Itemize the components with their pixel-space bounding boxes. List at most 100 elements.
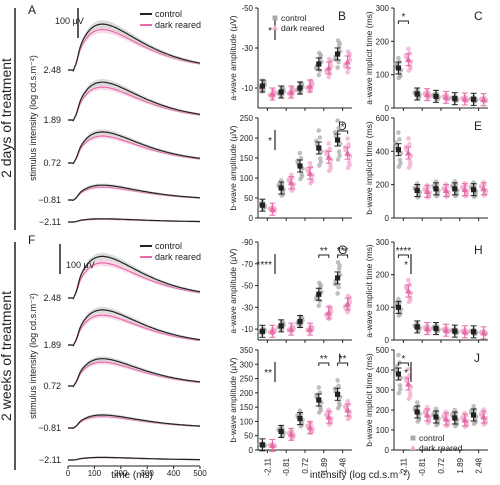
dark-point: [342, 63, 348, 69]
trace-intensity-label: 0.72: [43, 158, 61, 168]
legend-dark-marker: [272, 25, 278, 30]
dark-mean: [288, 88, 295, 95]
trace-intensity-label: 1.89: [43, 340, 61, 350]
control-mean: [471, 96, 477, 102]
dark-point: [478, 411, 484, 417]
control-mean: [471, 329, 477, 335]
control-point: [337, 141, 343, 147]
trace-intensity-label: 2.48: [43, 65, 61, 75]
dark-point: [441, 413, 446, 419]
dark-point: [408, 162, 413, 167]
control-trace-band: [68, 129, 200, 165]
dark-point: [478, 183, 484, 189]
y-tick-label: -30: [241, 44, 253, 53]
dark-point: [288, 172, 294, 178]
control-point: [335, 378, 340, 383]
control-point: [314, 138, 319, 144]
y-tick-label: 0: [249, 446, 254, 455]
control-trace-band: [68, 356, 200, 387]
x-tick-label: -2.11: [399, 457, 408, 475]
waveform-legend-f: control dark reared: [140, 241, 201, 262]
significance-bracket: [337, 130, 349, 134]
control-trace-band: [68, 413, 200, 429]
control-point: [295, 158, 300, 164]
control-mean: [297, 415, 303, 422]
control-point: [335, 118, 340, 123]
y-tick-label: -10: [241, 325, 253, 334]
dark-point: [406, 136, 411, 141]
control-point: [317, 163, 322, 168]
control-point: [398, 386, 403, 392]
x-tick-label: 1.89: [456, 457, 465, 473]
control-mean: [414, 409, 420, 415]
control-mean: [452, 186, 458, 192]
control-point: [337, 40, 342, 46]
y-axis-label: b-wave implicit time (ms): [364, 121, 374, 215]
panel-letter-j: J: [474, 351, 480, 365]
legend-control-marker: [272, 15, 278, 21]
dark-point: [346, 142, 351, 147]
dark-point: [422, 409, 428, 415]
dark-point: [408, 393, 413, 399]
dark-mean: [424, 91, 431, 98]
control-trace-line: [68, 131, 201, 165]
control-mean: [335, 137, 341, 143]
dark-point: [464, 423, 470, 428]
main-effect-stars: *: [404, 368, 408, 379]
scatter-panel-g: -90-70-50-30-10a-wave amplitude (μV) G** *…: [228, 238, 353, 343]
y-tick-label: 0: [385, 336, 390, 345]
control-point: [297, 408, 303, 414]
dark-point: [345, 136, 350, 141]
control-point: [318, 407, 324, 413]
control-mean: [297, 163, 303, 169]
dark-mean: [344, 149, 351, 156]
control-point: [298, 155, 304, 161]
y-tick-label: -10: [241, 84, 253, 93]
y-tick-label: 100: [376, 303, 390, 312]
trace-intensity-label: −2.11: [39, 217, 61, 227]
significance-bracket: [318, 362, 330, 366]
time-tick-label: 300: [141, 469, 155, 478]
control-point: [398, 311, 403, 317]
dark-point: [481, 179, 486, 185]
control-trace-line: [68, 184, 201, 201]
intensity-axis-label: intensity (log cd.s.m⁻²): [310, 470, 410, 481]
significance-stars: *: [401, 354, 405, 365]
y-axis-label: b-wave implicit time (ms): [364, 353, 374, 447]
control-point: [337, 263, 342, 268]
control-mean: [433, 414, 439, 420]
y-tick-label: 500: [376, 346, 390, 355]
scatter-panel-b: -50 -30 -10a-wave amplitude (μV) B *: [228, 4, 353, 111]
dark-point: [305, 166, 310, 172]
dark-mean: [306, 169, 314, 176]
control-point: [299, 174, 305, 179]
control-trace-line: [68, 414, 200, 429]
control-trace-band: [68, 183, 200, 201]
legend-control-label: control: [155, 241, 182, 251]
y-tick-label: -90: [241, 238, 253, 247]
control-trace-line: [68, 309, 201, 347]
dark-mean: [405, 380, 412, 387]
panel-letter-i: I: [338, 351, 341, 365]
dark-point: [406, 46, 411, 52]
panel-letter-h: H: [474, 243, 483, 257]
control-mean: [278, 185, 284, 191]
main-effect-stars: *: [404, 260, 408, 271]
control-point: [336, 59, 341, 65]
y-tick-label: 400: [376, 147, 390, 156]
control-trace-line: [68, 218, 200, 223]
y-tick-label: 200: [376, 271, 390, 280]
dark-point: [345, 398, 350, 404]
control-mean: [395, 65, 401, 71]
control-mean: [471, 187, 477, 193]
dark-point: [347, 51, 352, 57]
y-tick-label: 150: [240, 403, 254, 412]
time-tick-label: 500: [193, 469, 207, 478]
control-point: [412, 405, 418, 411]
waveform-legend-a: control dark reared: [140, 9, 201, 30]
time-tick-label: 400: [167, 469, 181, 478]
panel-letter-c: C: [474, 9, 483, 23]
control-point: [299, 81, 305, 87]
